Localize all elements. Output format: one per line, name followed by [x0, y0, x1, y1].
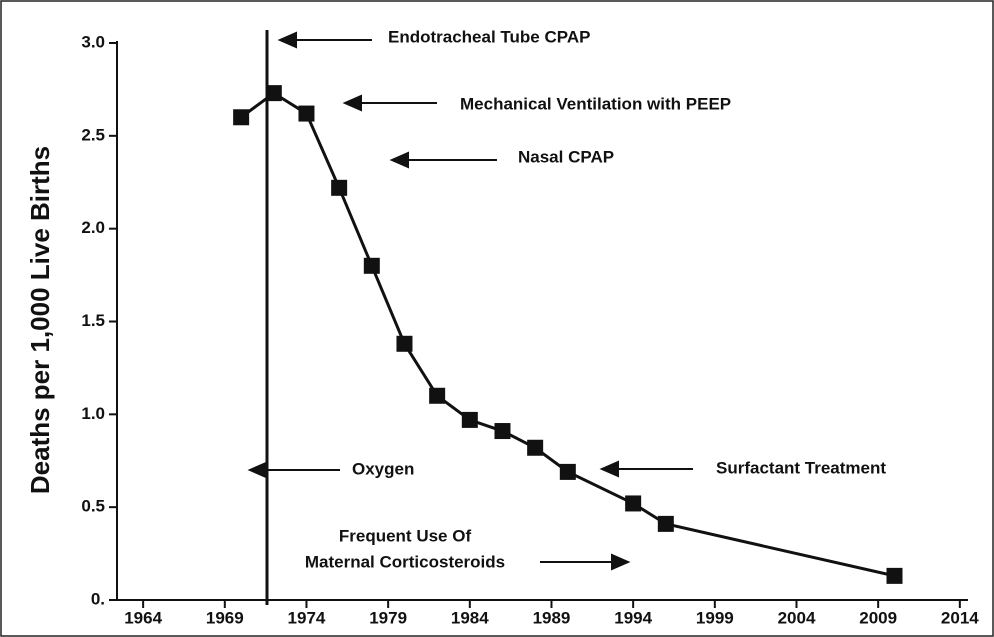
arrows: [247, 31, 693, 571]
y-tick-label: 2.0: [81, 218, 105, 237]
y-tick-label: 0.5: [81, 497, 105, 516]
data-point: [233, 109, 250, 126]
x-tick-label: 2014: [941, 608, 979, 627]
y-tick-label: 1.0: [81, 404, 105, 423]
x-tick-label: 1969: [206, 608, 244, 627]
annotation: Oxygen: [352, 459, 414, 478]
data-point: [363, 257, 380, 274]
data-point: [298, 105, 315, 122]
data-point: [527, 439, 544, 456]
y-tick-label: 0.: [91, 589, 105, 608]
annotation: Nasal CPAP: [518, 147, 614, 166]
data-point: [429, 387, 446, 404]
x-tick-label: 1974: [288, 608, 326, 627]
annotation: Frequent Use Of: [339, 526, 472, 545]
data-point: [331, 179, 348, 196]
annotation: Endotracheal Tube CPAP: [388, 27, 590, 46]
annotation: Mechanical Ventilation with PEEP: [460, 94, 731, 113]
x-tick-label: 1964: [124, 608, 162, 627]
x-tick-label: 1989: [533, 608, 571, 627]
x-tick-label: 1979: [369, 608, 407, 627]
x-tick-label: 1994: [614, 608, 652, 627]
y-tick-label: 1.5: [81, 311, 105, 330]
y-tick-label: 3.0: [81, 32, 105, 51]
annotation: Maternal Corticosteroids: [305, 552, 505, 571]
data-point: [657, 515, 674, 532]
data-point: [559, 463, 576, 480]
y-axis-label: Deaths per 1,000 Live Births: [25, 146, 55, 494]
data-point: [265, 85, 282, 102]
data-point: [494, 423, 511, 440]
data-point: [461, 411, 478, 428]
data-point: [886, 567, 903, 584]
annotation: Surfactant Treatment: [716, 458, 886, 477]
data-point: [396, 335, 413, 352]
x-tick-label: 1999: [696, 608, 734, 627]
y-tick-label: 2.5: [81, 125, 105, 144]
x-tick-label: 2009: [859, 608, 897, 627]
x-tick-label: 1984: [451, 608, 489, 627]
data-line: [240, 91, 895, 578]
data-point: [625, 495, 642, 512]
x-tick-label: 2004: [778, 608, 816, 627]
